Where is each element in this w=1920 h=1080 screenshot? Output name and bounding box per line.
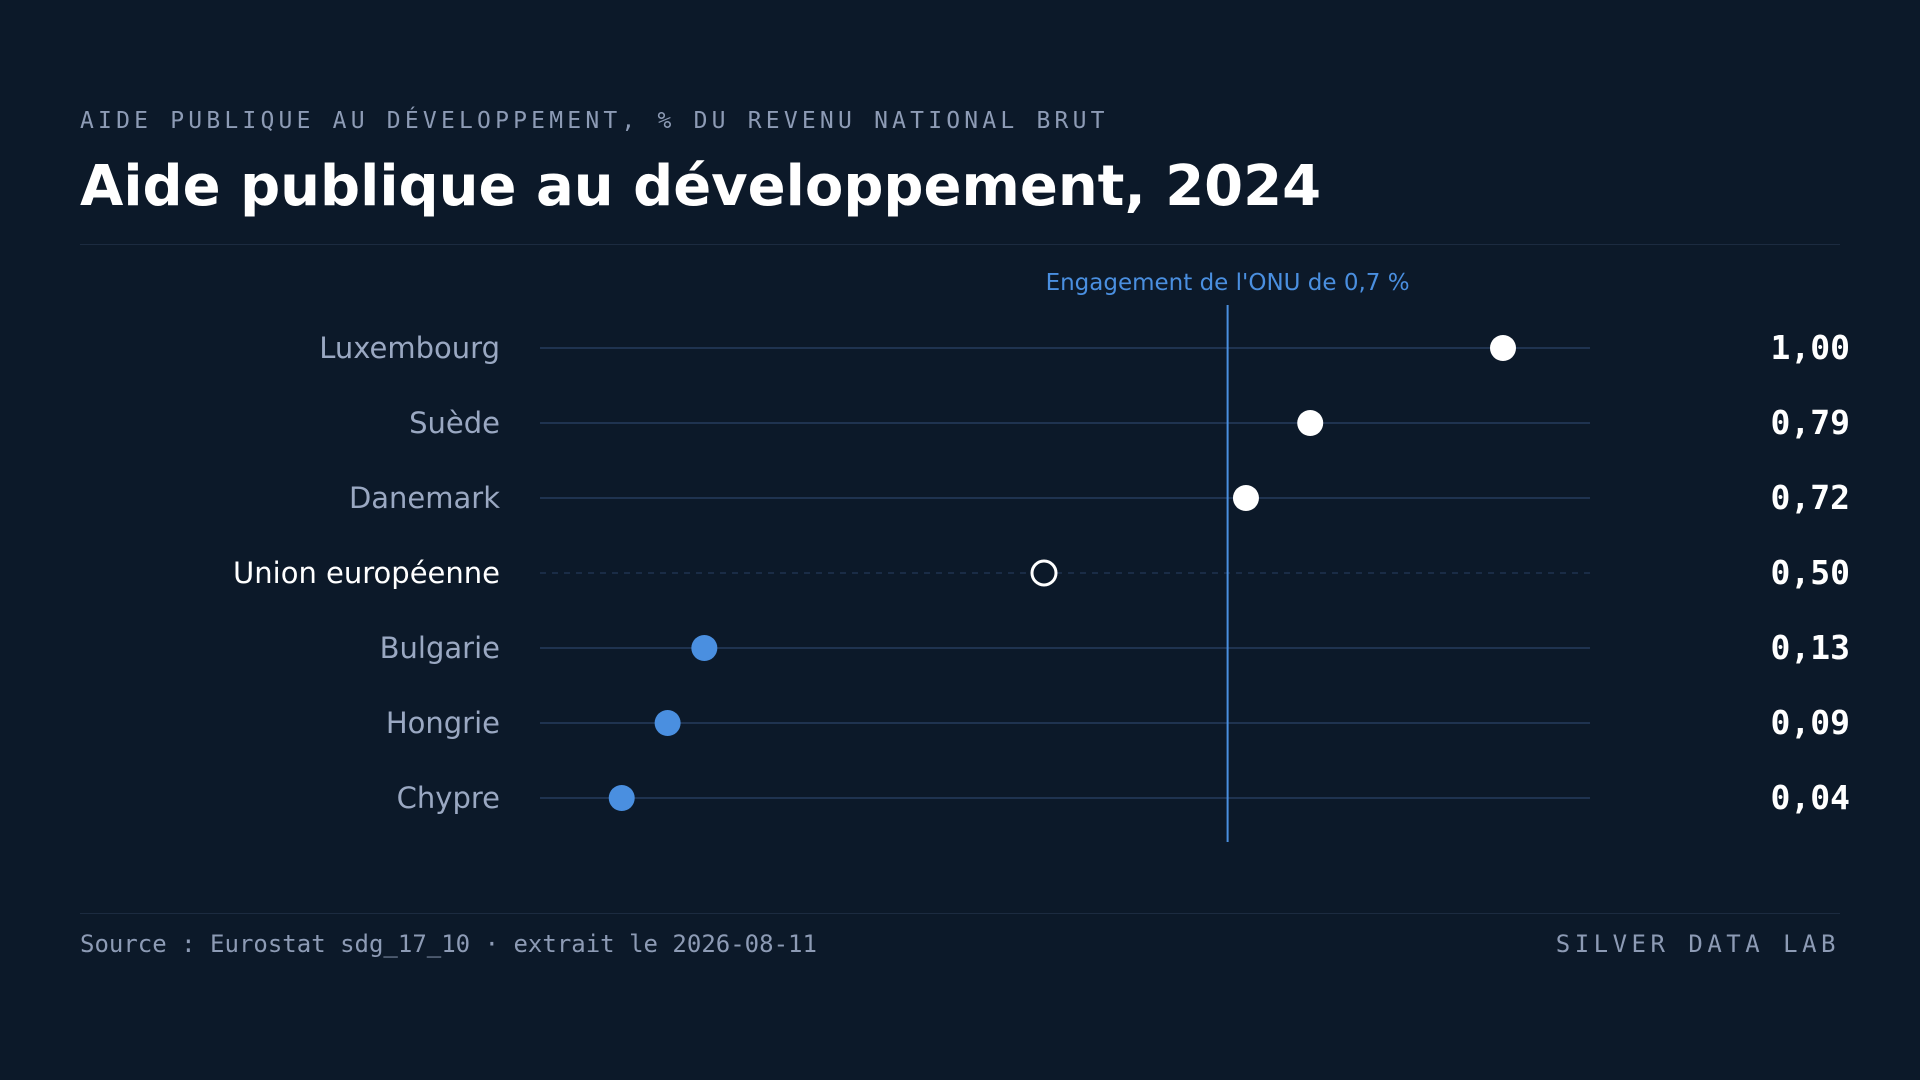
- category-label: Bulgarie: [380, 631, 500, 665]
- value-label: 0,79: [1771, 403, 1850, 442]
- data-point-highlight: [1030, 559, 1058, 587]
- data-point: [1232, 485, 1259, 511]
- footer-divider: [80, 913, 1840, 914]
- chart-kicker: AIDE PUBLIQUE AU DÉVELOPPEMENT, % DU REV…: [80, 108, 1109, 134]
- header-divider: [80, 244, 1840, 245]
- value-label: 1,00: [1771, 328, 1850, 367]
- value-label: 0,50: [1771, 553, 1850, 592]
- data-point: [1297, 410, 1324, 436]
- value-label: 0,72: [1771, 478, 1850, 517]
- dot-chart: Engagement de l'ONU de 0,7 % Luxembourg 1,…: [233, 270, 1850, 842]
- category-label: Union européenne: [233, 556, 500, 590]
- source-note: Source : Eurostat sdg_17_10 · extrait le…: [80, 930, 817, 958]
- brand-label: SILVER DATA LAB: [1555, 930, 1840, 958]
- category-label: Danemark: [349, 481, 500, 515]
- data-point: [1490, 335, 1516, 361]
- value-label: 0,09: [1771, 703, 1850, 742]
- value-label: 0,13: [1771, 628, 1850, 667]
- category-label: Hongrie: [386, 706, 500, 740]
- data-point: [691, 635, 718, 661]
- category-label: Luxembourg: [319, 331, 500, 365]
- reference-label: Engagement de l'ONU de 0,7 %: [1046, 270, 1410, 296]
- data-point: [654, 710, 681, 736]
- category-label: Suède: [409, 406, 500, 440]
- value-label: 0,04: [1771, 778, 1850, 817]
- chart-title: Aide publique au développement, 2024: [80, 154, 1322, 219]
- category-label: Chypre: [397, 781, 500, 815]
- data-point: [608, 785, 635, 811]
